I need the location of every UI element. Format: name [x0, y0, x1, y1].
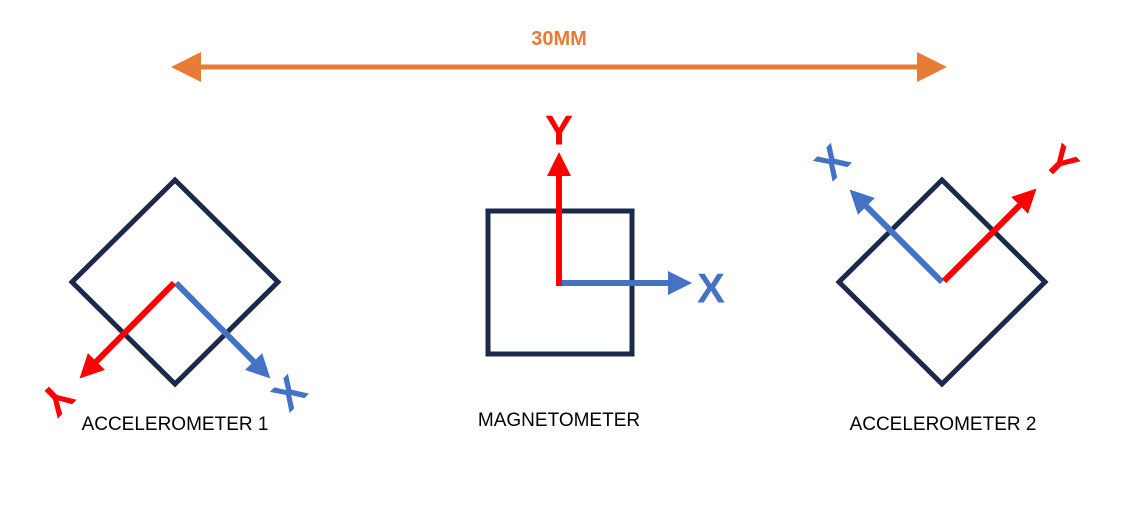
accelerometer-1-x-axis-arrow	[173, 280, 271, 379]
magnetometer-y-axis-label: Y	[545, 107, 573, 154]
dimension-indicator: 30MM	[171, 28, 947, 82]
accelerometer-2-x-axis-arrow	[849, 189, 945, 285]
magnetometer-label: MAGNETOMETER	[478, 410, 640, 431]
accelerometer-1-outline	[68, 176, 282, 388]
accelerometer-2-label: ACCELEROMETER 2	[850, 414, 1037, 435]
accelerometer-1-label: ACCELEROMETER 1	[82, 414, 269, 435]
accelerometer-1-y-axis-arrow	[79, 280, 177, 379]
accelerometer-2: X Y ACCELEROMETER 2	[805, 135, 1087, 435]
magnetometer-x-axis-label: X	[697, 265, 725, 312]
accelerometer-1-x-axis-label: X	[262, 366, 315, 419]
accelerometer-2-y-axis-arrow	[941, 188, 1037, 284]
accelerometer-2-outline	[835, 176, 1049, 388]
magnetometer: X Y MAGNETOMETER	[478, 107, 725, 432]
accelerometer-2-y-axis-label: Y	[1034, 135, 1087, 188]
accelerometer-1: X Y ACCELEROMETER 1	[30, 176, 316, 435]
accelerometer-2-x-axis-label: X	[805, 135, 858, 188]
dimension-label: 30MM	[531, 28, 587, 50]
accelerometer-1-y-axis-label: Y	[30, 372, 83, 425]
